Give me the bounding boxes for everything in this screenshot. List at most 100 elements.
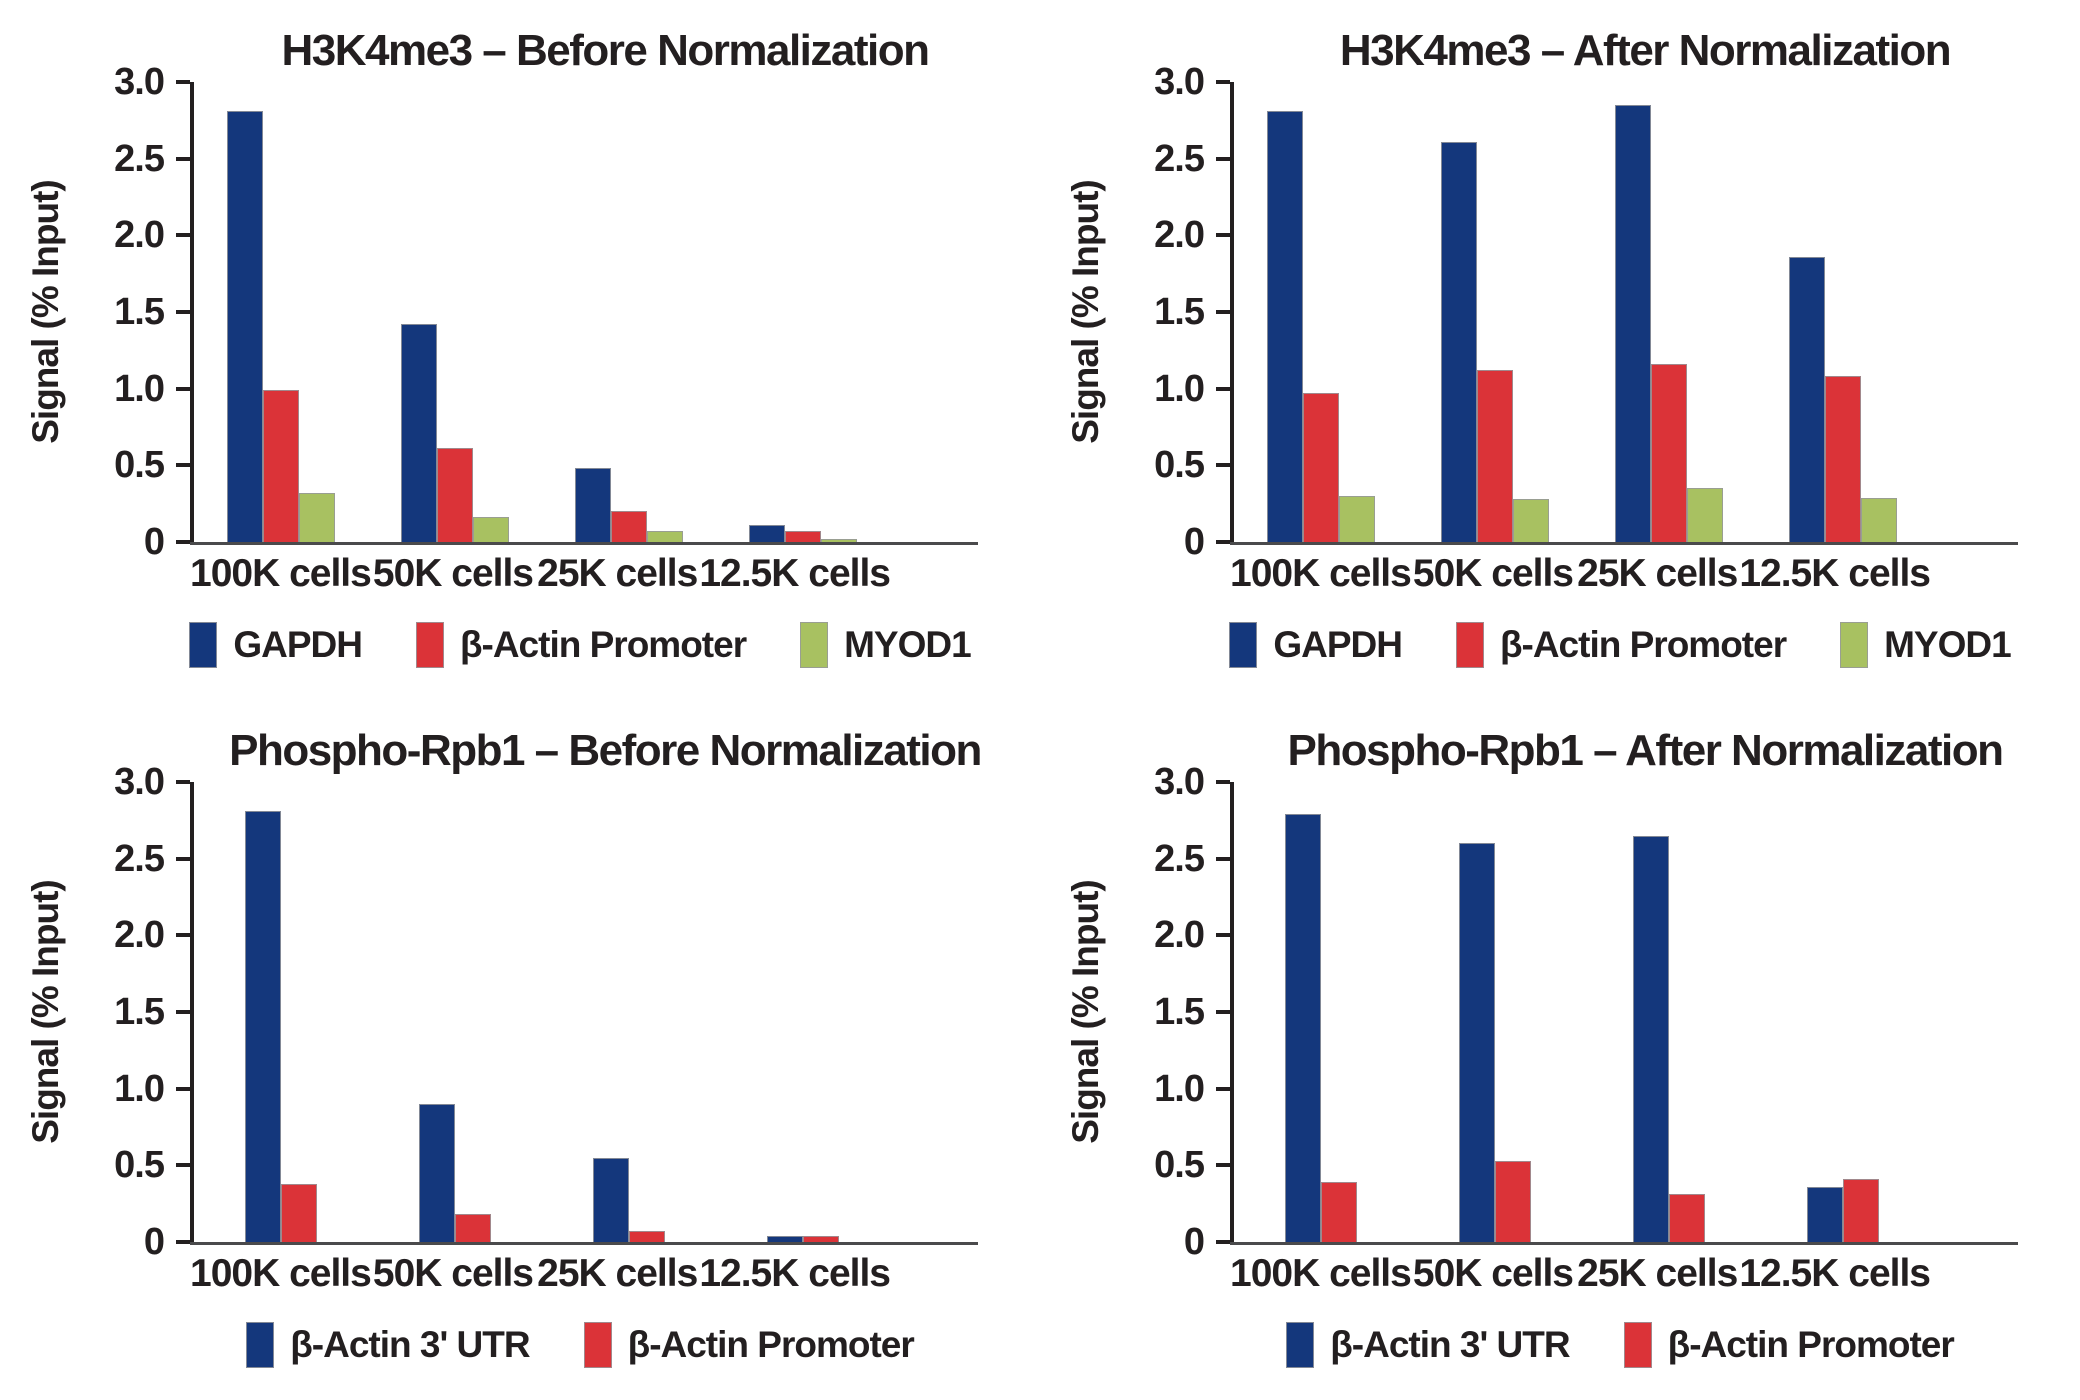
y-tick-mark [176,1240,190,1244]
y-axis-label: Signal (% Input) [25,180,66,444]
legend-label: β-Actin Promoter [627,1324,915,1365]
legend-swatch [189,622,218,668]
bar [593,1157,629,1242]
bar-groups [194,82,970,542]
y-tick-label: 1.0 [1154,1067,1205,1110]
chart-body: Signal (% Input) 0 0.5 1.0 1.5 2.0 2.5 3.0 [20,63,1020,561]
y-tick-mark [1216,540,1230,544]
y-tick-label: 2.0 [1154,214,1205,257]
y-tick-label: 2.0 [1154,914,1205,957]
legend-label: β-Actin Promoter [1667,1324,1955,1365]
legend-item: MYOD1 [1840,622,2012,668]
y-tick-label: 0.5 [1154,444,1205,487]
bar [749,525,785,542]
bar [1267,111,1303,542]
y-tick-mark [1216,780,1230,784]
bar [1687,488,1723,542]
x-category-label: 50K cells [1412,1252,1574,1295]
y-tick-mark [1216,1163,1230,1168]
bar [1477,370,1513,542]
x-category-label: 100K cells [1230,1252,1412,1295]
plot-area [190,82,978,545]
bar [611,511,647,542]
bar-group [194,782,368,1242]
quadrant-bottom-left: Phospho-Rpb1 – Before Normalization Sign… [0,700,1040,1400]
bar [227,111,263,542]
legend-swatch [1623,1322,1652,1368]
legend-label: β-Actin 3' UTR [290,1324,530,1365]
plot-area [190,782,978,1245]
y-tick-label: 1.5 [114,991,165,1033]
y-tick-mark [1216,156,1230,161]
bar [455,1214,491,1242]
bar [821,538,857,542]
bar-group [716,782,890,1242]
y-tick-label: 1.5 [114,291,165,333]
bar-group [1408,82,1582,542]
y-tick-mark [176,1086,190,1091]
x-category-label: 50K cells [372,552,534,595]
bar-group [1582,82,1756,542]
y-tick-mark [1216,1086,1230,1091]
legend-swatch [1229,622,1258,668]
y-tick-label: 1.0 [114,367,165,410]
bar-group [1582,782,1756,1242]
bar-group [1756,782,1930,1242]
legend-item: β-Actin 3' UTR [1286,1322,1571,1368]
x-category-label: 12.5K cells [1739,1252,1931,1295]
bar [1339,496,1375,542]
legend-label: GAPDH [1273,624,1403,665]
y-tick-mark [1216,1240,1230,1244]
x-category-label: 12.5K cells [1739,552,1931,595]
bar [263,390,299,542]
legend-item: β-Actin Promoter [1455,622,1787,668]
y-tick-label: 2.0 [114,214,165,257]
legend-label: MYOD1 [844,624,972,665]
quadrant-top-right: H3K4me3 – After Normalization Signal (% … [1040,0,2080,700]
y-tick-label: 0.5 [1154,1144,1205,1187]
bar [767,1235,803,1242]
bar [1651,364,1687,542]
legend-item: β-Actin Promoter [415,622,747,668]
y-tick-mark [1216,1010,1230,1014]
x-axis-line [1230,542,2018,545]
legend-item: MYOD1 [800,622,972,668]
legend-label: β-Actin Promoter [1499,624,1787,665]
legend-label: β-Actin Promoter [459,624,747,665]
legend-swatch [1840,622,1869,668]
y-axis-label: Signal (% Input) [1065,880,1106,1144]
y-tick-label: 2.5 [114,837,165,880]
chart-h3k4me3-after: H3K4me3 – After Normalization Signal (% … [1060,0,2060,668]
bar [629,1231,665,1242]
bar-group [194,82,368,542]
y-tick-mark [176,1163,190,1168]
y-tick-mark [1216,463,1230,468]
y-tick-mark [1216,386,1230,391]
y-tick-mark [176,933,190,938]
bar [1615,105,1651,542]
bar-group [368,82,542,542]
bar-group [716,82,890,542]
chart-body: Signal (% Input) 0 0.5 1.0 1.5 2.0 2.5 3.0 [20,763,1020,1261]
legend-label: β-Actin 3' UTR [1330,1324,1570,1365]
bar [245,811,281,1242]
x-category-label: 100K cells [190,552,372,595]
bar [281,1183,317,1242]
bar [1843,1179,1879,1242]
y-tick-mark [176,310,190,314]
bar-group [542,782,716,1242]
y-tick-mark [1216,933,1230,938]
legend: β-Actin 3' UTR β-Actin Promoter [190,1322,970,1368]
y-axis-label-wrap: Signal (% Input) [1060,82,1112,542]
bar-group [368,782,542,1242]
legend-item: β-Actin Promoter [583,1322,915,1368]
bar [1669,1194,1705,1242]
x-axis-labels: 100K cells 50K cells 25K cells 12.5K cells [190,1252,970,1296]
bar-groups [1234,82,2010,542]
y-tick-label: 1.5 [1154,291,1205,333]
y-tick-mark [176,540,190,544]
y-tick-label: 0.5 [114,1144,165,1187]
chart-title: H3K4me3 – After Normalization [1339,26,1952,75]
y-tick-label: 1.5 [1154,991,1205,1033]
